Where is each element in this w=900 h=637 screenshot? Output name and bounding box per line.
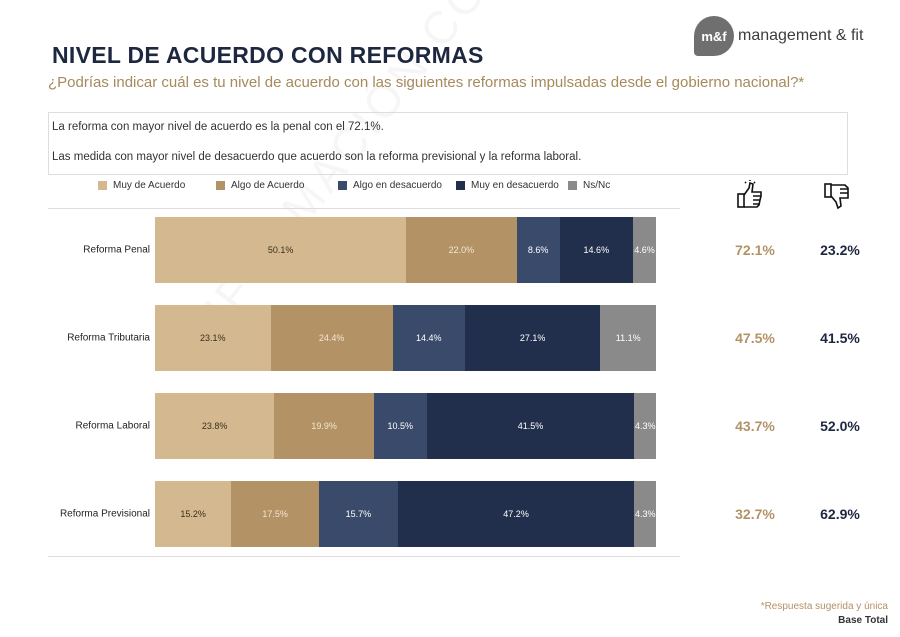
legend-label: Algo en desacuerdo [353,180,442,191]
bar-segment: 41.5% [426,393,635,459]
chart-bottom-divider [48,556,680,557]
bar-segment: 15.7% [318,481,398,547]
bar-segment: 22.0% [406,217,517,283]
legend-label: Muy en desacuerdo [471,180,559,191]
legend-swatch [568,181,577,190]
total-agree: 32.7% [735,506,775,522]
thumbs-down-icon [824,183,849,210]
bar-segment: 4.6% [632,217,656,283]
total-agree: 72.1% [735,242,775,258]
legend-swatch [456,181,465,190]
bar-segment: 23.1% [155,305,271,371]
total-disagree: 62.9% [820,506,860,522]
chart-top-divider [48,208,680,209]
page-title: NIVEL DE ACUERDO CON REFORMAS [52,42,484,68]
legend-item: Algo de Acuerdo [216,180,304,191]
question-subtitle: ¿Podrías indicar cuál es tu nivel de acu… [48,74,805,91]
total-disagree: 23.2% [820,242,860,258]
bar-segment: 11.1% [600,305,656,371]
bar-segment: 27.1% [464,305,601,371]
bar-segment: 4.3% [634,393,656,459]
logo: m&f management & fit [694,16,863,56]
bar-segment: 23.8% [155,393,275,459]
legend-swatch [338,181,347,190]
category-label: Reforma Penal [83,244,150,256]
insight-1: La reforma con mayor nivel de acuerdo es… [52,121,384,133]
bar-segment: 24.4% [270,305,393,371]
category-label: Reforma Laboral [75,420,150,432]
legend-label: Ns/Nc [583,180,611,191]
bar-segment: 14.4% [392,305,465,371]
bar-segment: 4.3% [634,481,656,547]
bar-segment: 50.1% [155,217,407,283]
bar-segment: 8.6% [516,217,560,283]
total-disagree: 52.0% [820,418,860,434]
category-label: Reforma Tributaria [67,332,150,344]
bar-segment: 10.5% [373,393,427,459]
insight-box: La reforma con mayor nivel de acuerdo es… [48,112,848,175]
insight-2: Las medida con mayor nivel de desacuerdo… [52,151,582,163]
total-agree: 43.7% [735,418,775,434]
legend-item: Ns/Nc [568,180,610,191]
logo-mark: m&f [694,16,734,56]
bar-segment: 15.2% [155,481,232,547]
legend-swatch [98,181,107,190]
category-label: Reforma Previsional [59,508,150,520]
thumbs-up-icon [737,180,762,208]
legend-item: Muy de Acuerdo [98,180,185,191]
bar-segment: 17.5% [231,481,319,547]
bar-segment: 14.6% [559,217,633,283]
total-agree: 47.5% [735,330,775,346]
footnote: *Respuesta sugerida y única [760,601,888,612]
logo-text: management & fit [738,27,864,44]
legend-label: Algo de Acuerdo [231,180,305,191]
legend-item: Muy en desacuerdo [456,180,559,191]
base-label: Base Total [838,615,888,626]
legend-label: Muy de Acuerdo [113,180,186,191]
bar-segment: 47.2% [397,481,635,547]
legend-swatch [216,181,225,190]
bar-segment: 19.9% [274,393,374,459]
total-disagree: 41.5% [820,330,860,346]
legend-item: Algo en desacuerdo [338,180,442,191]
